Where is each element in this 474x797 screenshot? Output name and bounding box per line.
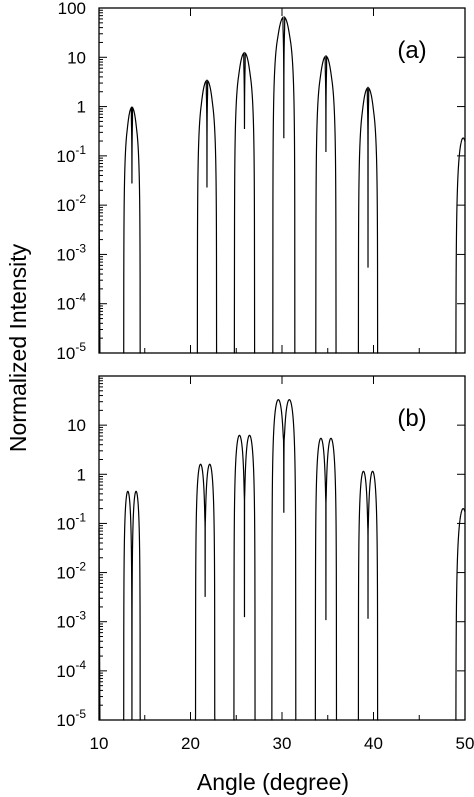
y-tick-label: 10 <box>67 416 86 435</box>
y-tick-label: 10-5 <box>56 707 86 730</box>
y-tick-label-base: 10 <box>67 48 86 67</box>
y-tick-label: 10-3 <box>56 241 86 264</box>
y-tick-label-base: 100 <box>58 0 86 18</box>
y-tick-label-exponent: -1 <box>75 510 86 524</box>
panel-b-label: (b) <box>397 405 426 432</box>
peak-curve-7 <box>455 137 466 354</box>
y-tick-label: 1 <box>77 465 86 484</box>
y-tick-label-exponent: -4 <box>75 291 86 305</box>
y-tick-label-base: 10 <box>56 295 75 314</box>
panel-b-curve-group <box>98 399 466 721</box>
y-tick-label-exponent: -5 <box>75 340 86 354</box>
y-tick-label-base: 10 <box>56 613 75 632</box>
y-tick-label: 10-4 <box>56 658 86 681</box>
peak-curve-2 <box>196 79 218 354</box>
y-tick-label-base: 10 <box>56 147 75 166</box>
peak-curve-4 <box>271 399 297 721</box>
y-tick-label-base: 10 <box>56 514 75 533</box>
y-tick-label: 100 <box>58 0 86 18</box>
panel-a-label: (a) <box>397 37 426 64</box>
y-tick-label-exponent: -2 <box>75 560 86 574</box>
peak-curve-6 <box>357 86 379 354</box>
y-tick-label-base: 1 <box>77 98 86 117</box>
y-tick-label: 10-5 <box>56 340 86 363</box>
peak-curve-1 <box>123 490 141 721</box>
y-tick-label: 10-1 <box>56 510 86 533</box>
x-tick-label: 20 <box>181 734 200 753</box>
x-tick-label: 10 <box>90 734 109 753</box>
y-tick-label-exponent: -3 <box>75 609 86 623</box>
y-tick-label: 10-1 <box>56 143 86 166</box>
y-tick-label-base: 1 <box>77 465 86 484</box>
y-tick-label-base: 10 <box>56 564 75 583</box>
x-tick-label: 50 <box>456 734 474 753</box>
y-tick-label: 1 <box>77 98 86 117</box>
y-tick-label: 10 <box>67 48 86 67</box>
y-tick-label-exponent: -2 <box>75 192 86 206</box>
y-tick-label-base: 10 <box>67 416 86 435</box>
peak-curve-1 <box>123 106 141 354</box>
y-tick-label-base: 10 <box>56 245 75 264</box>
peak-curve-5 <box>314 437 338 721</box>
peak-curve-2 <box>194 463 216 721</box>
y-tick-label-base: 10 <box>56 196 75 215</box>
peak-curve-6 <box>357 470 379 721</box>
x-axis-title: Angle (degree) <box>197 769 349 795</box>
peak-curve-3 <box>233 51 256 354</box>
y-tick-label-exponent: -3 <box>75 241 86 255</box>
y-axis-title: Normalized Intensity <box>5 243 31 452</box>
y-tick-label: 10-2 <box>56 192 86 215</box>
peak-curve-5 <box>315 55 337 354</box>
peak-curve-7 <box>455 508 466 721</box>
y-tick-label-base: 10 <box>56 711 75 730</box>
y-tick-label-base: 10 <box>56 344 75 363</box>
x-tick-label: 30 <box>273 734 292 753</box>
x-axis: 10 20 30 40 50 <box>90 734 474 753</box>
peak-curve-3 <box>233 434 256 721</box>
x-tick-label: 40 <box>364 734 383 753</box>
peak-curve-4 <box>272 16 296 354</box>
y-tick-label: 10-3 <box>56 609 86 632</box>
y-tick-label-exponent: -1 <box>75 143 86 157</box>
y-tick-label: 10-4 <box>56 291 86 314</box>
y-tick-label: 10-2 <box>56 560 86 583</box>
y-tick-label-exponent: -4 <box>75 658 86 672</box>
y-tick-label-exponent: -5 <box>75 707 86 721</box>
y-tick-label-base: 10 <box>56 662 75 681</box>
panel-a-curve-group <box>98 16 466 354</box>
